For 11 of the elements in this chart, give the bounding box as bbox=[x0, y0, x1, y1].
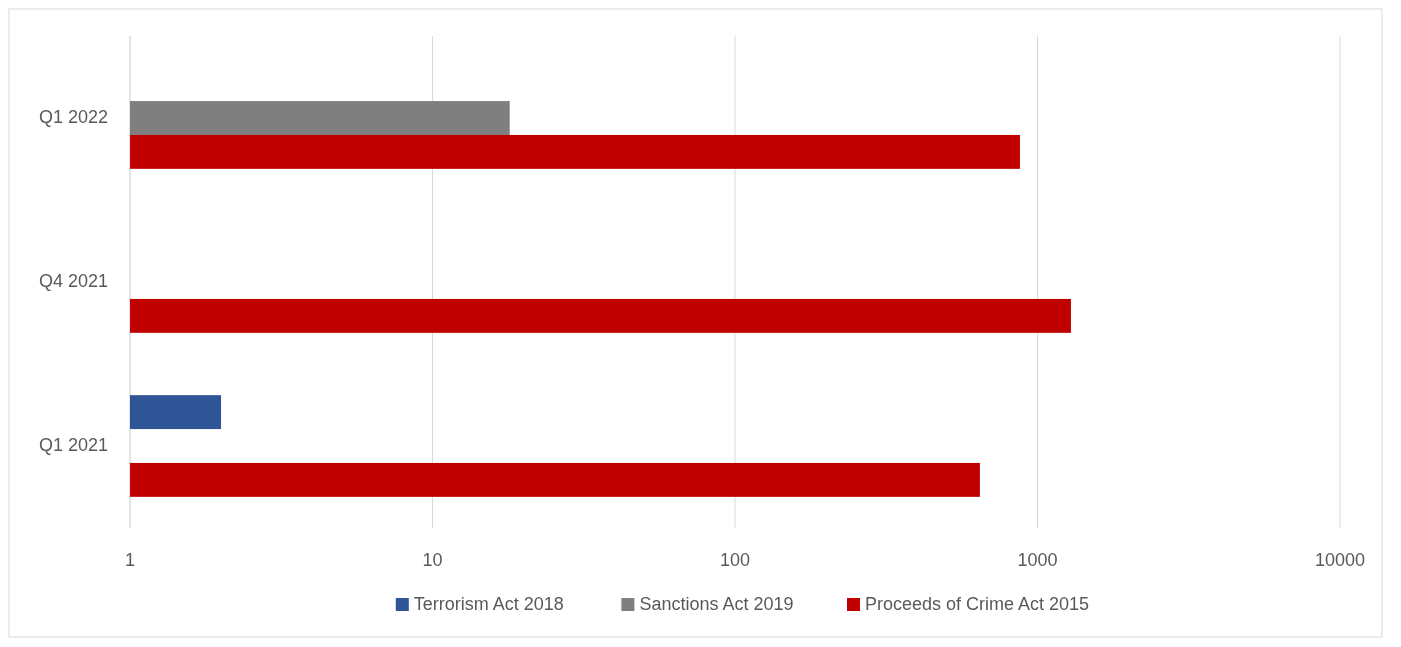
legend-label: Sanctions Act 2019 bbox=[639, 594, 794, 614]
x-tick-label: 1 bbox=[124, 550, 136, 570]
x-tick-label: 10000 bbox=[1314, 550, 1366, 570]
y-tick-label: Q4 2021 bbox=[38, 270, 108, 291]
y-tick-label: Q1 2022 bbox=[38, 106, 108, 127]
legend-label: Proceeds of Crime Act 2015 bbox=[865, 594, 1090, 614]
x-tick-label: 10 bbox=[422, 550, 443, 570]
x-tick-label: 100 bbox=[719, 550, 751, 570]
legend-label: Terrorism Act 2018 bbox=[413, 594, 564, 614]
y-tick-label: Q1 2021 bbox=[38, 434, 108, 455]
x-tick-label: 1000 bbox=[1017, 550, 1058, 570]
